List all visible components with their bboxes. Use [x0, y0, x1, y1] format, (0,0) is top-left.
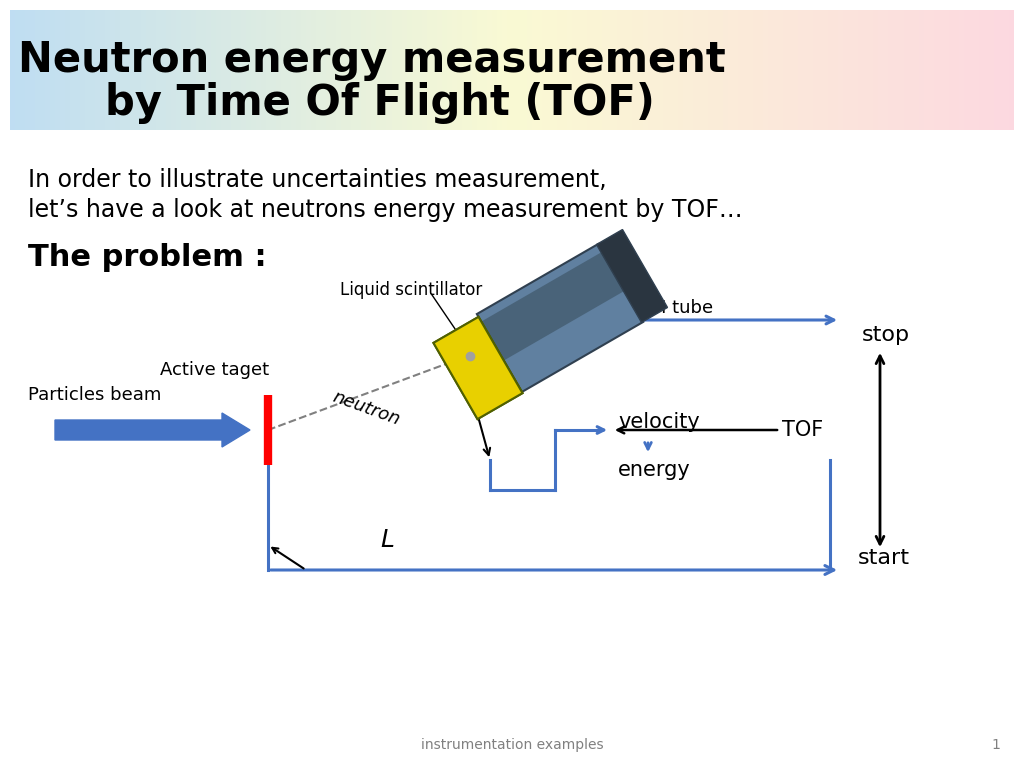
Text: start: start	[858, 548, 910, 568]
Text: PM tube: PM tube	[640, 299, 713, 317]
Text: Neutron energy measurement: Neutron energy measurement	[18, 39, 726, 81]
Polygon shape	[481, 250, 629, 361]
FancyArrow shape	[55, 413, 250, 447]
Text: let’s have a look at neutrons energy measurement by TOF…: let’s have a look at neutrons energy mea…	[28, 198, 742, 222]
Polygon shape	[433, 317, 522, 419]
Text: TOF: TOF	[782, 420, 823, 440]
Text: 1: 1	[991, 738, 1000, 752]
Polygon shape	[597, 230, 668, 323]
Text: by Time Of Flight (TOF): by Time Of Flight (TOF)	[105, 82, 655, 124]
Text: stop: stop	[862, 325, 910, 345]
Text: neutron: neutron	[330, 388, 402, 429]
Text: The problem :: The problem :	[28, 243, 266, 273]
Polygon shape	[433, 317, 522, 419]
Text: Liquid scintillator: Liquid scintillator	[340, 281, 482, 299]
Text: instrumentation examples: instrumentation examples	[421, 738, 603, 752]
Text: Active taget: Active taget	[160, 361, 269, 379]
Text: Particles beam: Particles beam	[28, 386, 162, 404]
Text: In order to illustrate uncertainties measurement,: In order to illustrate uncertainties mea…	[28, 168, 606, 192]
Text: L: L	[380, 528, 394, 552]
Text: energy: energy	[618, 460, 691, 480]
Polygon shape	[477, 244, 643, 392]
Text: velocity: velocity	[618, 412, 699, 432]
